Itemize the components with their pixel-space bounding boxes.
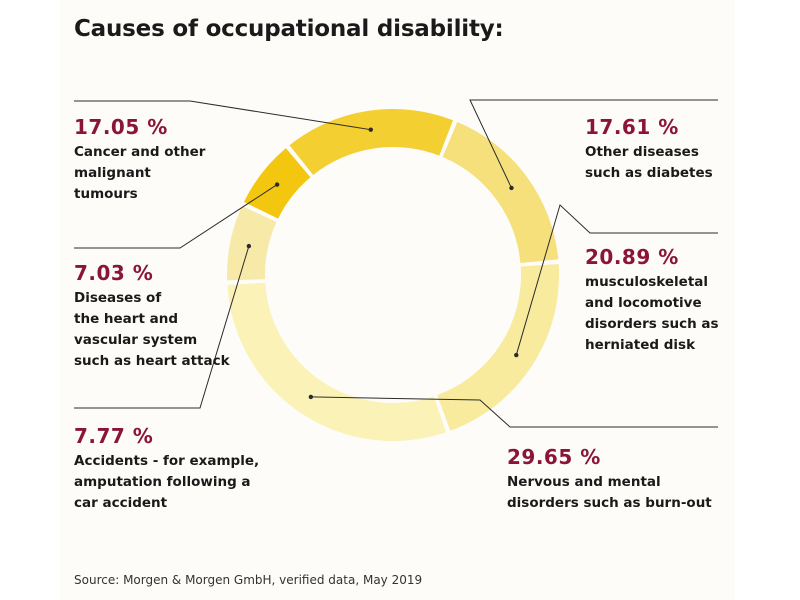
donut-segment-other-diseases-such-as-d	[442, 121, 559, 263]
chart-title: Causes of occupational disability:	[74, 16, 504, 42]
donut-segment-nervous-and-mental-disor	[227, 282, 446, 441]
desc-line: car accident	[74, 495, 168, 511]
leader-line	[74, 100, 371, 131]
desc-line: Diseases of	[74, 290, 162, 306]
pct-nervous-mental: 29.65 %	[507, 445, 601, 469]
label-cancer: 17.05 % Cancer and other malignant tumou…	[74, 116, 205, 205]
pct-other-diseases: 17.61 %	[585, 115, 679, 139]
source-note: Source: Morgen & Morgen GmbH, verified d…	[74, 573, 423, 587]
label-nervous-mental: 29.65 % Nervous and mental disorders suc…	[507, 446, 712, 514]
label-heart-vascular: 7.03 % Diseases of the heart and vascula…	[74, 262, 230, 372]
pct-accidents: 7.77 %	[74, 424, 154, 448]
donut-segment-musculoskeletal-and-loco	[437, 263, 559, 431]
leader-dot	[509, 185, 514, 191]
desc-line: such as diabetes	[585, 165, 713, 181]
leader-line	[469, 99, 718, 189]
desc-line: malignant	[74, 165, 151, 181]
leader-line	[515, 204, 718, 356]
desc-line: Nervous and mental	[507, 474, 661, 490]
leader-line	[310, 396, 718, 428]
desc-line: Other diseases	[585, 144, 699, 160]
leader-line	[74, 245, 250, 409]
donut-segment-cancer-and-other-maligna	[289, 109, 454, 175]
desc-line: tumours	[74, 186, 138, 202]
desc-line: disorders such as burn-out	[507, 495, 712, 511]
desc-line: vascular system	[74, 332, 198, 348]
desc-line: herniated disk	[585, 337, 696, 353]
pct-musculoskeletal: 20.89 %	[585, 245, 679, 269]
leader-dot	[274, 182, 280, 187]
label-musculoskeletal: 20.89 % musculoskeletal and locomotive d…	[585, 246, 719, 356]
leader-dot	[308, 394, 314, 400]
desc-line: such as heart attack	[74, 353, 230, 369]
leader-line	[74, 184, 278, 249]
leader-dot	[514, 352, 519, 358]
label-other-diseases: 17.61 % Other diseases such as diabetes	[585, 116, 713, 184]
pct-heart-vascular: 7.03 %	[74, 261, 154, 285]
desc-line: and locomotive	[585, 295, 702, 311]
pct-cancer: 17.05 %	[74, 115, 168, 139]
leader-dot	[368, 127, 373, 132]
desc-line: disorders such as	[585, 316, 719, 332]
leader-dot	[246, 243, 252, 249]
donut-segment-accidents-for-example-am	[227, 206, 277, 281]
desc-line: the heart and	[74, 311, 178, 327]
desc-line: amputation following a	[74, 474, 251, 490]
desc-line: musculoskeletal	[585, 274, 709, 290]
label-accidents: 7.77 % Accidents - for example, amputati…	[74, 425, 259, 514]
desc-line: Accidents - for example,	[74, 453, 260, 469]
desc-line: Cancer and other	[74, 144, 206, 160]
